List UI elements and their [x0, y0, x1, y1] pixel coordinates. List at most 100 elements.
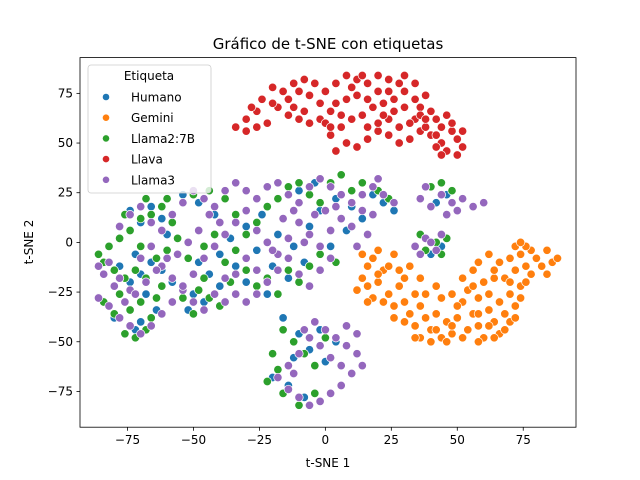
data-point — [500, 325, 510, 335]
data-point — [326, 130, 336, 140]
data-point — [157, 202, 167, 212]
data-point — [125, 305, 135, 315]
data-point — [542, 269, 552, 279]
data-point — [194, 285, 204, 295]
data-point — [136, 297, 146, 307]
data-point — [473, 337, 483, 347]
data-point — [363, 134, 373, 144]
data-point — [473, 293, 483, 303]
data-point — [178, 281, 188, 291]
data-point — [252, 194, 262, 204]
data-point — [241, 253, 251, 263]
data-point — [310, 317, 320, 327]
data-point — [537, 261, 547, 271]
data-point — [431, 142, 441, 152]
data-point — [231, 289, 241, 299]
data-point — [479, 277, 489, 287]
data-point — [463, 325, 473, 335]
data-point — [136, 317, 146, 327]
data-point — [421, 90, 431, 100]
data-point — [215, 249, 225, 259]
data-point — [167, 217, 177, 228]
series-llama2-7b — [93, 170, 457, 410]
data-point — [109, 281, 119, 291]
data-point — [384, 261, 394, 271]
data-point — [516, 237, 526, 247]
data-point — [283, 361, 293, 371]
data-point — [141, 289, 151, 299]
data-point — [447, 118, 457, 128]
legend-marker — [102, 134, 110, 143]
data-point — [151, 253, 162, 263]
data-point — [220, 186, 230, 196]
data-point — [452, 134, 462, 144]
data-point — [320, 86, 330, 96]
data-point — [289, 102, 299, 112]
data-point — [199, 241, 209, 251]
data-point — [357, 110, 367, 120]
data-point — [384, 74, 394, 85]
x-tick-label: −75 — [115, 433, 140, 447]
data-point — [352, 241, 362, 251]
chart-title: Gráfico de t-SNE con etiquetas — [213, 35, 444, 53]
data-point — [273, 289, 283, 299]
data-point — [458, 333, 468, 343]
data-point — [489, 333, 499, 343]
data-point — [136, 214, 146, 224]
data-point — [115, 221, 125, 232]
data-point — [378, 110, 388, 120]
data-point — [384, 289, 394, 299]
data-point — [436, 293, 446, 303]
data-point — [489, 265, 499, 275]
data-point — [394, 78, 404, 88]
data-point — [283, 265, 293, 275]
data-point — [341, 321, 352, 331]
data-point — [352, 285, 362, 295]
data-point — [115, 313, 125, 323]
data-point — [278, 313, 288, 323]
data-point — [93, 293, 104, 303]
data-point — [458, 126, 468, 136]
data-point — [294, 178, 304, 188]
data-point — [436, 150, 446, 160]
data-point — [447, 126, 457, 136]
data-point — [310, 361, 320, 371]
data-point — [120, 329, 130, 339]
data-point — [215, 217, 225, 228]
x-tick-label: −25 — [247, 433, 272, 447]
data-point — [410, 321, 420, 331]
data-point — [410, 333, 420, 343]
data-point — [252, 289, 262, 299]
data-point — [431, 325, 441, 335]
data-point — [336, 380, 346, 391]
legend-label: Gemini — [131, 111, 174, 125]
data-point — [394, 138, 404, 148]
data-point — [210, 202, 220, 212]
data-point — [373, 86, 383, 96]
data-point — [273, 372, 283, 383]
data-point — [405, 261, 415, 271]
data-point — [178, 198, 188, 208]
data-point — [452, 150, 462, 160]
data-point — [510, 313, 520, 323]
data-point — [167, 210, 177, 220]
data-point — [136, 241, 146, 251]
data-point — [473, 257, 483, 267]
data-point — [473, 321, 483, 331]
data-point — [320, 325, 330, 335]
data-point — [336, 214, 346, 224]
data-point — [384, 130, 394, 140]
data-point — [173, 249, 183, 259]
data-point — [458, 194, 468, 204]
data-point — [505, 253, 515, 263]
data-point — [494, 257, 505, 267]
data-point — [489, 273, 499, 283]
data-point — [363, 94, 373, 104]
data-point — [320, 206, 330, 216]
data-point — [458, 142, 468, 152]
y-axis-ticks: −75 −50 −25 0 25 50 75 — [48, 86, 80, 398]
data-point — [442, 210, 452, 220]
data-point — [304, 221, 315, 232]
data-point — [294, 86, 304, 96]
data-point — [141, 277, 151, 287]
